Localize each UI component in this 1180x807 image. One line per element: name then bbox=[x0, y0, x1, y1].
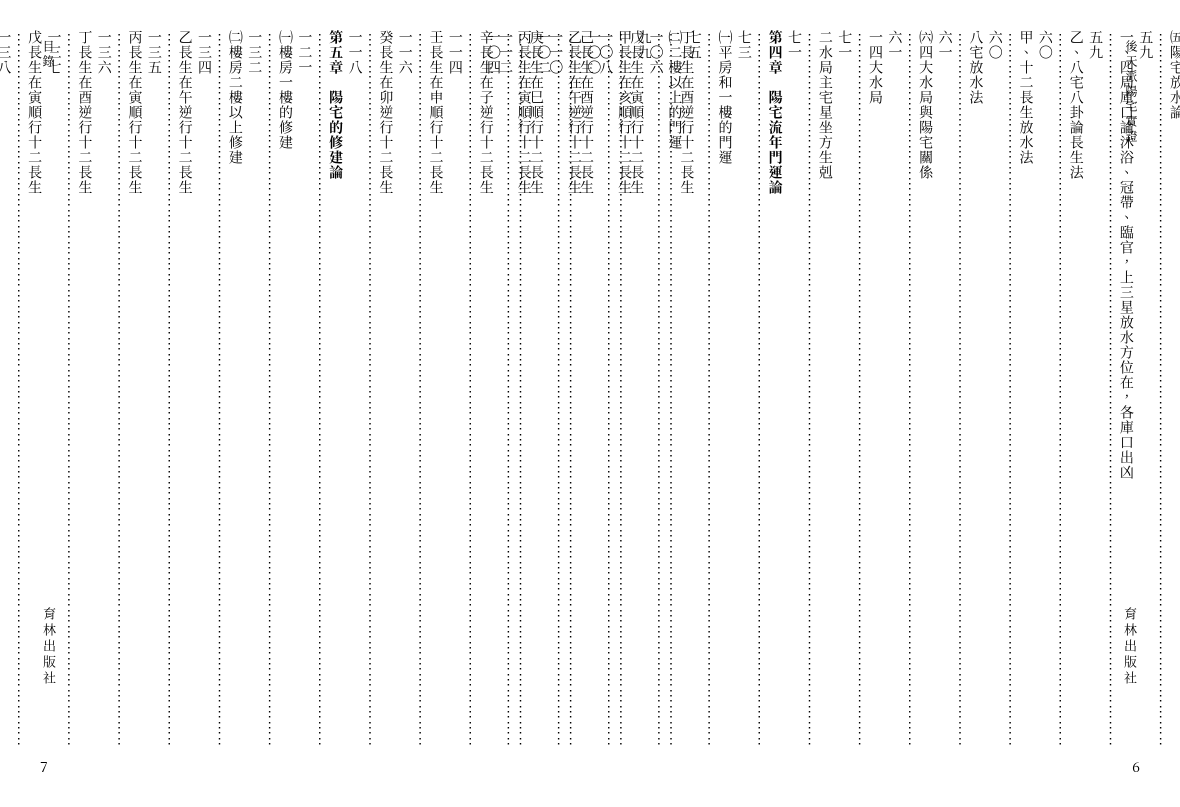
toc-entry-text: ㈡樓房二樓以上修建 bbox=[227, 30, 242, 750]
toc-entry: 甲、十二長生放水法⋮⋮⋮⋮⋮⋮⋮⋮⋮⋮⋮⋮⋮⋮⋮⋮⋮⋮⋮⋮⋮⋮⋮⋮⋮⋮⋮⋮⋮⋮⋮… bbox=[987, 30, 1033, 750]
toc-entry: 甲長生在亥順行十二長生⋮⋮⋮⋮⋮⋮⋮⋮⋮⋮⋮⋮⋮⋮⋮⋮⋮⋮⋮⋮⋮⋮⋮⋮⋮⋮⋮⋮⋮… bbox=[586, 30, 632, 750]
toc-entry-page: 一一六 bbox=[397, 30, 412, 750]
toc-leader-dots: ⋮⋮⋮⋮⋮⋮⋮⋮⋮⋮⋮⋮⋮⋮⋮⋮⋮⋮⋮⋮⋮⋮⋮⋮⋮⋮⋮⋮⋮⋮⋮⋮⋮⋮⋮⋮⋮⋮⋮⋮… bbox=[1003, 32, 1018, 748]
toc-entry: 一四大水局⋮⋮⋮⋮⋮⋮⋮⋮⋮⋮⋮⋮⋮⋮⋮⋮⋮⋮⋮⋮⋮⋮⋮⋮⋮⋮⋮⋮⋮⋮⋮⋮⋮⋮⋮… bbox=[837, 30, 883, 750]
toc-entry-page: 六一 bbox=[887, 30, 902, 750]
recto-page: 後天派陽宅實證 ㈢陽宅九星五行到卦論⋮⋮⋮⋮⋮⋮⋮⋮⋮⋮⋮⋮⋮⋮⋮⋮⋮⋮⋮⋮⋮⋮… bbox=[590, 0, 1180, 807]
toc-entry-page: 七一 bbox=[837, 30, 852, 750]
toc-entry-page: 七三 bbox=[736, 30, 751, 750]
page-spread: 目錄 丁長生在酉逆行十二長生⋮⋮⋮⋮⋮⋮⋮⋮⋮⋮⋮⋮⋮⋮⋮⋮⋮⋮⋮⋮⋮⋮⋮⋮⋮⋮… bbox=[0, 0, 1180, 807]
publisher-name: 育林出版社 bbox=[1121, 607, 1140, 687]
toc-leader-dots: ⋮⋮⋮⋮⋮⋮⋮⋮⋮⋮⋮⋮⋮⋮⋮⋮⋮⋮⋮⋮⋮⋮⋮⋮⋮⋮⋮⋮⋮⋮⋮⋮⋮⋮⋮⋮⋮⋮⋮⋮… bbox=[551, 32, 566, 748]
toc-entry: ㈤陽宅放水論⋮⋮⋮⋮⋮⋮⋮⋮⋮⋮⋮⋮⋮⋮⋮⋮⋮⋮⋮⋮⋮⋮⋮⋮⋮⋮⋮⋮⋮⋮⋮⋮⋮⋮… bbox=[1138, 30, 1180, 750]
toc-entry: 乙長生在午逆行十二長生⋮⋮⋮⋮⋮⋮⋮⋮⋮⋮⋮⋮⋮⋮⋮⋮⋮⋮⋮⋮⋮⋮⋮⋮⋮⋮⋮⋮⋮… bbox=[536, 30, 582, 750]
toc-entry-text: 第四章 陽宅流年門運論 bbox=[767, 30, 782, 750]
toc-entry-text: 第五章 陽宅的修建論 bbox=[328, 30, 343, 750]
toc-entry-page: 一〇四 bbox=[486, 30, 501, 750]
toc-entry-text: ㈡二樓以上的門運 bbox=[667, 30, 682, 750]
publisher-name: 育林出版社 bbox=[40, 607, 59, 687]
toc-entry-page: 五九 bbox=[1088, 30, 1103, 750]
toc-entry-page: 一〇二 bbox=[536, 30, 551, 750]
toc-leader-dots: ⋮⋮⋮⋮⋮⋮⋮⋮⋮⋮⋮⋮⋮⋮⋮⋮⋮⋮⋮⋮⋮⋮⋮⋮⋮⋮⋮⋮⋮⋮⋮⋮⋮⋮⋮⋮⋮⋮⋮⋮… bbox=[212, 32, 227, 748]
toc-entry-page: 一一八 bbox=[347, 30, 362, 750]
toc-entry-page: 一〇〇 bbox=[586, 30, 601, 750]
toc-entry: 第五章 陽宅的修建論⋮⋮⋮⋮⋮⋮⋮⋮⋮⋮⋮⋮⋮⋮⋮⋮⋮⋮⋮⋮⋮⋮⋮⋮⋮⋮⋮⋮⋮⋮… bbox=[297, 30, 343, 750]
toc-entry-page: 六〇 bbox=[987, 30, 1002, 750]
toc-leader-dots: ⋮⋮⋮⋮⋮⋮⋮⋮⋮⋮⋮⋮⋮⋮⋮⋮⋮⋮⋮⋮⋮⋮⋮⋮⋮⋮⋮⋮⋮⋮⋮⋮⋮⋮⋮⋮⋮⋮⋮⋮… bbox=[752, 32, 767, 748]
toc-entry-text: 壬長生在申順行十二長生 bbox=[428, 30, 443, 750]
toc-entry: ㈠平房和一樓的門運⋮⋮⋮⋮⋮⋮⋮⋮⋮⋮⋮⋮⋮⋮⋮⋮⋮⋮⋮⋮⋮⋮⋮⋮⋮⋮⋮⋮⋮⋮⋮… bbox=[686, 30, 732, 750]
toc-entry: 乙長生在午逆行十二長生⋮⋮⋮⋮⋮⋮⋮⋮⋮⋮⋮⋮⋮⋮⋮⋮⋮⋮⋮⋮⋮⋮⋮⋮⋮⋮⋮⋮⋮… bbox=[146, 30, 192, 750]
toc-leader-dots: ⋮⋮⋮⋮⋮⋮⋮⋮⋮⋮⋮⋮⋮⋮⋮⋮⋮⋮⋮⋮⋮⋮⋮⋮⋮⋮⋮⋮⋮⋮⋮⋮⋮⋮⋮⋮⋮⋮⋮⋮… bbox=[363, 32, 378, 748]
toc-entry: 二水局主宅星坐方生剋⋮⋮⋮⋮⋮⋮⋮⋮⋮⋮⋮⋮⋮⋮⋮⋮⋮⋮⋮⋮⋮⋮⋮⋮⋮⋮⋮⋮⋮⋮… bbox=[787, 30, 833, 750]
toc-leader-dots: ⋮⋮⋮⋮⋮⋮⋮⋮⋮⋮⋮⋮⋮⋮⋮⋮⋮⋮⋮⋮⋮⋮⋮⋮⋮⋮⋮⋮⋮⋮⋮⋮⋮⋮⋮⋮⋮⋮⋮⋮… bbox=[702, 32, 717, 748]
toc-leader-dots: ⋮⋮⋮⋮⋮⋮⋮⋮⋮⋮⋮⋮⋮⋮⋮⋮⋮⋮⋮⋮⋮⋮⋮⋮⋮⋮⋮⋮⋮⋮⋮⋮⋮⋮⋮⋮⋮⋮⋮⋮… bbox=[802, 32, 817, 748]
toc-leader-dots: ⋮⋮⋮⋮⋮⋮⋮⋮⋮⋮⋮⋮⋮⋮⋮⋮⋮⋮⋮⋮⋮⋮⋮⋮⋮⋮⋮⋮⋮⋮⋮⋮⋮⋮⋮⋮⋮⋮⋮⋮… bbox=[501, 32, 516, 748]
toc-entry-page: 六一 bbox=[937, 30, 952, 750]
toc-entry-text: 乙長生在午逆行十二長生 bbox=[567, 30, 582, 750]
toc-entry-text: 乙長生在午逆行十二長生 bbox=[177, 30, 192, 750]
toc-entry-page: 七一 bbox=[787, 30, 802, 750]
toc-leader-dots: ⋮⋮⋮⋮⋮⋮⋮⋮⋮⋮⋮⋮⋮⋮⋮⋮⋮⋮⋮⋮⋮⋮⋮⋮⋮⋮⋮⋮⋮⋮⋮⋮⋮⋮⋮⋮⋮⋮⋮⋮… bbox=[1103, 32, 1118, 748]
toc-entry-text: 乙、八宅八卦論長生法 bbox=[1068, 30, 1083, 750]
toc-entry-text: 八宅放水法 bbox=[968, 30, 983, 750]
toc-leader-dots: ⋮⋮⋮⋮⋮⋮⋮⋮⋮⋮⋮⋮⋮⋮⋮⋮⋮⋮⋮⋮⋮⋮⋮⋮⋮⋮⋮⋮⋮⋮⋮⋮⋮⋮⋮⋮⋮⋮⋮⋮… bbox=[413, 32, 428, 748]
toc-entry-text: 甲、十二長生放水法 bbox=[1018, 30, 1033, 750]
toc-entry: 第四章 陽宅流年門運論⋮⋮⋮⋮⋮⋮⋮⋮⋮⋮⋮⋮⋮⋮⋮⋮⋮⋮⋮⋮⋮⋮⋮⋮⋮⋮⋮⋮⋮… bbox=[736, 30, 782, 750]
toc-entry-text: 丙長生在寅順行十二長生 bbox=[127, 30, 142, 750]
toc-entry-page: 一三二 bbox=[247, 30, 262, 750]
toc-leader-dots: ⋮⋮⋮⋮⋮⋮⋮⋮⋮⋮⋮⋮⋮⋮⋮⋮⋮⋮⋮⋮⋮⋮⋮⋮⋮⋮⋮⋮⋮⋮⋮⋮⋮⋮⋮⋮⋮⋮⋮⋮… bbox=[62, 32, 77, 748]
page-number-right: 6 bbox=[1132, 757, 1140, 777]
toc-entry-page: 七五 bbox=[686, 30, 701, 750]
toc-entry-page: 一二一 bbox=[297, 30, 312, 750]
toc-entry-text: ㈥四大水局與陽宅關係 bbox=[918, 30, 933, 750]
toc-entry-text: ㈤陽宅放水論 bbox=[1169, 30, 1180, 750]
toc-entry-page: 一三六 bbox=[96, 30, 111, 750]
toc-entry-page: 一三四 bbox=[197, 30, 212, 750]
toc-leader-dots: ⋮⋮⋮⋮⋮⋮⋮⋮⋮⋮⋮⋮⋮⋮⋮⋮⋮⋮⋮⋮⋮⋮⋮⋮⋮⋮⋮⋮⋮⋮⋮⋮⋮⋮⋮⋮⋮⋮⋮⋮… bbox=[112, 32, 127, 748]
toc-entry-page: 一三八 bbox=[0, 30, 11, 750]
toc-entry: 戊長生在寅順行十二長生⋮⋮⋮⋮⋮⋮⋮⋮⋮⋮⋮⋮⋮⋮⋮⋮⋮⋮⋮⋮⋮⋮⋮⋮⋮⋮⋮⋮⋮… bbox=[0, 30, 42, 750]
toc-columns-right: ㈢陽宅九星五行到卦論⋮⋮⋮⋮⋮⋮⋮⋮⋮⋮⋮⋮⋮⋮⋮⋮⋮⋮⋮⋮⋮⋮⋮⋮⋮⋮⋮⋮⋮⋮… bbox=[610, 30, 1160, 750]
page-number-left: 7 bbox=[40, 757, 48, 777]
toc-leader-dots: ⋮⋮⋮⋮⋮⋮⋮⋮⋮⋮⋮⋮⋮⋮⋮⋮⋮⋮⋮⋮⋮⋮⋮⋮⋮⋮⋮⋮⋮⋮⋮⋮⋮⋮⋮⋮⋮⋮⋮⋮… bbox=[463, 32, 478, 748]
running-head-title: 後天派陽宅實證 bbox=[1123, 40, 1140, 145]
toc-leader-dots: ⋮⋮⋮⋮⋮⋮⋮⋮⋮⋮⋮⋮⋮⋮⋮⋮⋮⋮⋮⋮⋮⋮⋮⋮⋮⋮⋮⋮⋮⋮⋮⋮⋮⋮⋮⋮⋮⋮⋮⋮… bbox=[953, 32, 968, 748]
toc-entry-text: 癸長生在卯逆行十二長生 bbox=[378, 30, 393, 750]
toc-entry: 癸長生在卯逆行十二長生⋮⋮⋮⋮⋮⋮⋮⋮⋮⋮⋮⋮⋮⋮⋮⋮⋮⋮⋮⋮⋮⋮⋮⋮⋮⋮⋮⋮⋮… bbox=[347, 30, 393, 750]
toc-entry-text: 二水局主宅星坐方生剋 bbox=[817, 30, 832, 750]
toc-leader-dots: ⋮⋮⋮⋮⋮⋮⋮⋮⋮⋮⋮⋮⋮⋮⋮⋮⋮⋮⋮⋮⋮⋮⋮⋮⋮⋮⋮⋮⋮⋮⋮⋮⋮⋮⋮⋮⋮⋮⋮⋮… bbox=[1153, 32, 1168, 748]
toc-leader-dots: ⋮⋮⋮⋮⋮⋮⋮⋮⋮⋮⋮⋮⋮⋮⋮⋮⋮⋮⋮⋮⋮⋮⋮⋮⋮⋮⋮⋮⋮⋮⋮⋮⋮⋮⋮⋮⋮⋮⋮⋮… bbox=[1053, 32, 1068, 748]
toc-entry-text: 甲長生在亥順行十二長生 bbox=[617, 30, 632, 750]
toc-entry-page: 一三五 bbox=[146, 30, 161, 750]
toc-entry: 乙、八宅八卦論長生法⋮⋮⋮⋮⋮⋮⋮⋮⋮⋮⋮⋮⋮⋮⋮⋮⋮⋮⋮⋮⋮⋮⋮⋮⋮⋮⋮⋮⋮⋮… bbox=[1038, 30, 1084, 750]
toc-entry: 壬長生在申順行十二長生⋮⋮⋮⋮⋮⋮⋮⋮⋮⋮⋮⋮⋮⋮⋮⋮⋮⋮⋮⋮⋮⋮⋮⋮⋮⋮⋮⋮⋮… bbox=[397, 30, 443, 750]
toc-entry: 丙長生在寅順行十二長生⋮⋮⋮⋮⋮⋮⋮⋮⋮⋮⋮⋮⋮⋮⋮⋮⋮⋮⋮⋮⋮⋮⋮⋮⋮⋮⋮⋮⋮… bbox=[96, 30, 142, 750]
toc-leader-dots: ⋮⋮⋮⋮⋮⋮⋮⋮⋮⋮⋮⋮⋮⋮⋮⋮⋮⋮⋮⋮⋮⋮⋮⋮⋮⋮⋮⋮⋮⋮⋮⋮⋮⋮⋮⋮⋮⋮⋮⋮… bbox=[162, 32, 177, 748]
toc-entry-text: ㈠樓房一樓的修建 bbox=[278, 30, 293, 750]
toc-entry: 八宅放水法⋮⋮⋮⋮⋮⋮⋮⋮⋮⋮⋮⋮⋮⋮⋮⋮⋮⋮⋮⋮⋮⋮⋮⋮⋮⋮⋮⋮⋮⋮⋮⋮⋮⋮⋮… bbox=[937, 30, 983, 750]
toc-entry: 丙長生在寅順行十二長生⋮⋮⋮⋮⋮⋮⋮⋮⋮⋮⋮⋮⋮⋮⋮⋮⋮⋮⋮⋮⋮⋮⋮⋮⋮⋮⋮⋮⋮… bbox=[486, 30, 532, 750]
toc-entry-page: 一一四 bbox=[448, 30, 463, 750]
toc-entry-text: 一四大水局 bbox=[868, 30, 883, 750]
toc-entry: ㈠樓房一樓的修建⋮⋮⋮⋮⋮⋮⋮⋮⋮⋮⋮⋮⋮⋮⋮⋮⋮⋮⋮⋮⋮⋮⋮⋮⋮⋮⋮⋮⋮⋮⋮⋮… bbox=[247, 30, 293, 750]
toc-leader-dots: ⋮⋮⋮⋮⋮⋮⋮⋮⋮⋮⋮⋮⋮⋮⋮⋮⋮⋮⋮⋮⋮⋮⋮⋮⋮⋮⋮⋮⋮⋮⋮⋮⋮⋮⋮⋮⋮⋮⋮⋮… bbox=[902, 32, 917, 748]
toc-entry: ㈡二樓以上的門運⋮⋮⋮⋮⋮⋮⋮⋮⋮⋮⋮⋮⋮⋮⋮⋮⋮⋮⋮⋮⋮⋮⋮⋮⋮⋮⋮⋮⋮⋮⋮⋮… bbox=[636, 30, 682, 750]
toc-leader-dots: ⋮⋮⋮⋮⋮⋮⋮⋮⋮⋮⋮⋮⋮⋮⋮⋮⋮⋮⋮⋮⋮⋮⋮⋮⋮⋮⋮⋮⋮⋮⋮⋮⋮⋮⋮⋮⋮⋮⋮⋮… bbox=[11, 32, 26, 748]
toc-leader-dots: ⋮⋮⋮⋮⋮⋮⋮⋮⋮⋮⋮⋮⋮⋮⋮⋮⋮⋮⋮⋮⋮⋮⋮⋮⋮⋮⋮⋮⋮⋮⋮⋮⋮⋮⋮⋮⋮⋮⋮⋮… bbox=[262, 32, 277, 748]
toc-leader-dots: ⋮⋮⋮⋮⋮⋮⋮⋮⋮⋮⋮⋮⋮⋮⋮⋮⋮⋮⋮⋮⋮⋮⋮⋮⋮⋮⋮⋮⋮⋮⋮⋮⋮⋮⋮⋮⋮⋮⋮⋮… bbox=[852, 32, 867, 748]
toc-leader-dots: ⋮⋮⋮⋮⋮⋮⋮⋮⋮⋮⋮⋮⋮⋮⋮⋮⋮⋮⋮⋮⋮⋮⋮⋮⋮⋮⋮⋮⋮⋮⋮⋮⋮⋮⋮⋮⋮⋮⋮⋮… bbox=[601, 32, 616, 748]
toc-leader-dots: ⋮⋮⋮⋮⋮⋮⋮⋮⋮⋮⋮⋮⋮⋮⋮⋮⋮⋮⋮⋮⋮⋮⋮⋮⋮⋮⋮⋮⋮⋮⋮⋮⋮⋮⋮⋮⋮⋮⋮⋮… bbox=[652, 32, 667, 748]
toc-entry-text: 丁長生在酉逆行十二長生 bbox=[77, 30, 92, 750]
toc-entry-text: 丙長生在寅順行十二長生 bbox=[516, 30, 531, 750]
toc-entry-text: ㈠平房和一樓的門運 bbox=[717, 30, 732, 750]
toc-entry-page: 六〇 bbox=[1038, 30, 1053, 750]
toc-entry: ㈥四大水局與陽宅關係⋮⋮⋮⋮⋮⋮⋮⋮⋮⋮⋮⋮⋮⋮⋮⋮⋮⋮⋮⋮⋮⋮⋮⋮⋮⋮⋮⋮⋮⋮… bbox=[887, 30, 933, 750]
toc-entry: ㈡樓房二樓以上修建⋮⋮⋮⋮⋮⋮⋮⋮⋮⋮⋮⋮⋮⋮⋮⋮⋮⋮⋮⋮⋮⋮⋮⋮⋮⋮⋮⋮⋮⋮⋮… bbox=[197, 30, 243, 750]
toc-entry-page: 九九 bbox=[636, 30, 651, 750]
toc-leader-dots: ⋮⋮⋮⋮⋮⋮⋮⋮⋮⋮⋮⋮⋮⋮⋮⋮⋮⋮⋮⋮⋮⋮⋮⋮⋮⋮⋮⋮⋮⋮⋮⋮⋮⋮⋮⋮⋮⋮⋮⋮… bbox=[312, 32, 327, 748]
running-head-toc: 目錄 bbox=[40, 40, 57, 70]
toc-entry-page: 五九 bbox=[1138, 30, 1153, 750]
